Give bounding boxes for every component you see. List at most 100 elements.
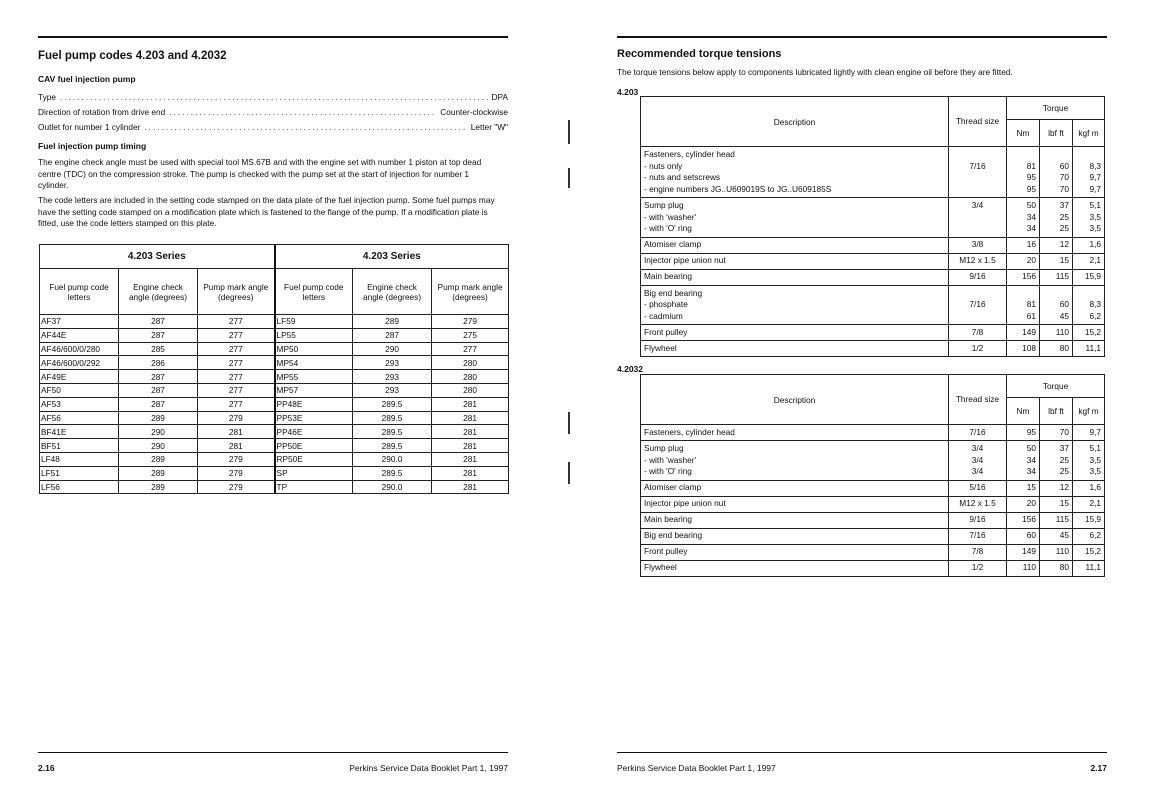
nm-cell: 95 bbox=[1006, 424, 1040, 441]
table-cell: 287 bbox=[118, 396, 198, 412]
lbf-cell-line: 80 bbox=[1059, 562, 1069, 573]
kgf-cell: 15,2 bbox=[1071, 324, 1106, 341]
kgf-cell-line bbox=[1076, 149, 1101, 161]
lbf-cell: 37 25 25 bbox=[1039, 440, 1073, 481]
table-cell: AF53 bbox=[39, 396, 119, 412]
table-row: Big end bearing - phosphate - cadmium 7/16 8… bbox=[640, 284, 1106, 325]
table-cell: 281 bbox=[431, 438, 510, 453]
table-cell: 281 bbox=[431, 396, 510, 412]
column-header-torque: Torque bbox=[1005, 374, 1106, 398]
table-cell: 293 bbox=[352, 369, 433, 384]
kgf-cell-line: 8,3 bbox=[1089, 160, 1102, 171]
kgf-cell: 11,1 bbox=[1071, 559, 1106, 577]
description-cell-line: Big end bearing bbox=[644, 530, 703, 541]
scan-mark bbox=[568, 462, 570, 484]
nm-cell-line: 20 bbox=[1026, 498, 1036, 509]
description-cell-line: Main bearing bbox=[644, 271, 692, 282]
column-header-kgf: kgf m bbox=[1071, 119, 1106, 147]
scan-mark bbox=[568, 168, 570, 188]
lbf-cell: 80 bbox=[1039, 559, 1073, 577]
table-cell: AF44E bbox=[39, 327, 119, 343]
thread-cell-line: 9/16 bbox=[969, 271, 986, 282]
table-cell: 281 bbox=[431, 410, 510, 426]
thread-cell-line: 7/16 bbox=[969, 426, 986, 437]
nm-cell: 20 bbox=[1006, 252, 1040, 270]
kgf-cell: 15,9 bbox=[1071, 511, 1106, 529]
column-header: Pump mark angle (degrees) bbox=[196, 268, 276, 315]
kgf-cell-line: 1,6 bbox=[1089, 482, 1102, 493]
thread-cell-line bbox=[952, 184, 1003, 196]
spec-value: Letter "W" bbox=[470, 122, 508, 132]
thread-cell-line: 7/8 bbox=[971, 546, 984, 557]
table-row: Front pulley 7/8 149 110 15,2 bbox=[640, 543, 1106, 561]
top-rule bbox=[38, 36, 508, 38]
table-cell: MP55 bbox=[273, 369, 354, 384]
torque-table-42032: Description Thread size Torque Nm lbf ft kgf … bbox=[640, 374, 1106, 577]
table-cell: 279 bbox=[196, 465, 276, 481]
lbf-cell-line: 70 bbox=[1059, 183, 1069, 194]
nm-cell-line: 95 bbox=[1026, 183, 1036, 194]
page-number: 2.16 bbox=[38, 763, 55, 773]
fuel-pump-codes-table: 4.203 Series 4.203 Series Fuel pump code l… bbox=[38, 244, 510, 495]
table-cell: BF51 bbox=[39, 438, 119, 453]
table-cell: 289.5 bbox=[352, 410, 433, 426]
table-cell: MP54 bbox=[273, 355, 354, 371]
table-cell: PP50E bbox=[273, 438, 354, 453]
lbf-cell-line: 70 bbox=[1059, 172, 1069, 182]
table-cell: PP53E bbox=[273, 410, 354, 426]
description-cell: Fasteners, cylinder head - nuts only - nut… bbox=[640, 146, 949, 198]
nm-cell-line: 34 bbox=[1026, 223, 1036, 233]
nm-cell-line: 95 bbox=[1026, 426, 1036, 437]
nm-cell-line bbox=[1010, 288, 1036, 300]
table-cell: MP50 bbox=[273, 341, 354, 357]
spec-rotation: Direction of rotation from drive end....… bbox=[38, 107, 508, 117]
lbf-cell-line: 110 bbox=[1055, 546, 1069, 557]
kgf-cell-line: 3,5 bbox=[1089, 223, 1102, 233]
page-number: 2.17 bbox=[1090, 763, 1107, 773]
table-cell: 277 bbox=[196, 396, 276, 412]
kgf-cell-line: 1,6 bbox=[1089, 239, 1102, 250]
table-cell: AF37 bbox=[39, 314, 119, 329]
spec-outlet: Outlet for number 1 cylinder............… bbox=[38, 122, 508, 132]
table-row: Fasteners, cylinder head - nuts only - nut… bbox=[640, 146, 1106, 198]
description-cell-line: - nuts only bbox=[644, 160, 683, 171]
lbf-cell: 12 bbox=[1039, 236, 1073, 254]
description-cell-line: - with 'O' ring bbox=[644, 466, 692, 476]
description-cell-line: - with 'O' ring bbox=[644, 223, 692, 233]
thread-cell-line bbox=[952, 212, 1003, 224]
table-row: AF46/600/0/280 285 277 MP50 290 277 bbox=[39, 341, 510, 357]
thread-cell-line: 3/4 bbox=[971, 466, 984, 476]
nm-cell: 81 61 bbox=[1006, 284, 1040, 325]
table-cell: LF48 bbox=[39, 451, 119, 467]
kgf-cell-line: 2,1 bbox=[1089, 498, 1102, 509]
table-label-4203: 4.203 bbox=[617, 87, 639, 97]
lbf-cell: 115 bbox=[1039, 268, 1073, 286]
description-cell: Sump plug - with 'washer' - with 'O' ring bbox=[640, 197, 949, 238]
description-cell-line: Main bearing bbox=[644, 514, 692, 525]
table-cell: 280 bbox=[431, 355, 510, 371]
kgf-cell-line: 9,7 bbox=[1089, 172, 1102, 182]
nm-cell-line: 110 bbox=[1022, 562, 1036, 573]
thread-cell-line: 1/2 bbox=[971, 342, 984, 353]
thread-cell-line: 3/4 bbox=[971, 200, 984, 210]
thread-cell-line bbox=[952, 149, 1003, 161]
thread-cell-line: 3/4 bbox=[971, 443, 984, 453]
nm-cell: 60 bbox=[1006, 527, 1040, 545]
table-cell: TP bbox=[273, 479, 354, 495]
nm-cell: 149 bbox=[1006, 543, 1040, 561]
lbf-cell-line: 25 bbox=[1059, 211, 1069, 222]
table-cell: 281 bbox=[196, 424, 276, 440]
nm-cell: 20 bbox=[1006, 495, 1040, 513]
table-cell: 275 bbox=[431, 327, 510, 343]
table-cell: LP55 bbox=[273, 327, 354, 343]
lbf-cell-line: 60 bbox=[1059, 299, 1069, 309]
description-cell-line: Front pulley bbox=[644, 546, 688, 557]
thread-cell-line: 9/16 bbox=[969, 514, 986, 525]
lbf-cell-line: 25 bbox=[1059, 466, 1069, 476]
paragraph: The engine check angle must be used with… bbox=[38, 157, 482, 190]
table-cell: 277 bbox=[196, 355, 276, 371]
table-row: Flywheel 1/2 108 80 11,1 bbox=[640, 340, 1106, 357]
thread-cell-line: 5/16 bbox=[969, 482, 986, 493]
description-cell: Front pulley bbox=[640, 543, 949, 561]
thread-cell: 7/16 bbox=[948, 424, 1007, 441]
